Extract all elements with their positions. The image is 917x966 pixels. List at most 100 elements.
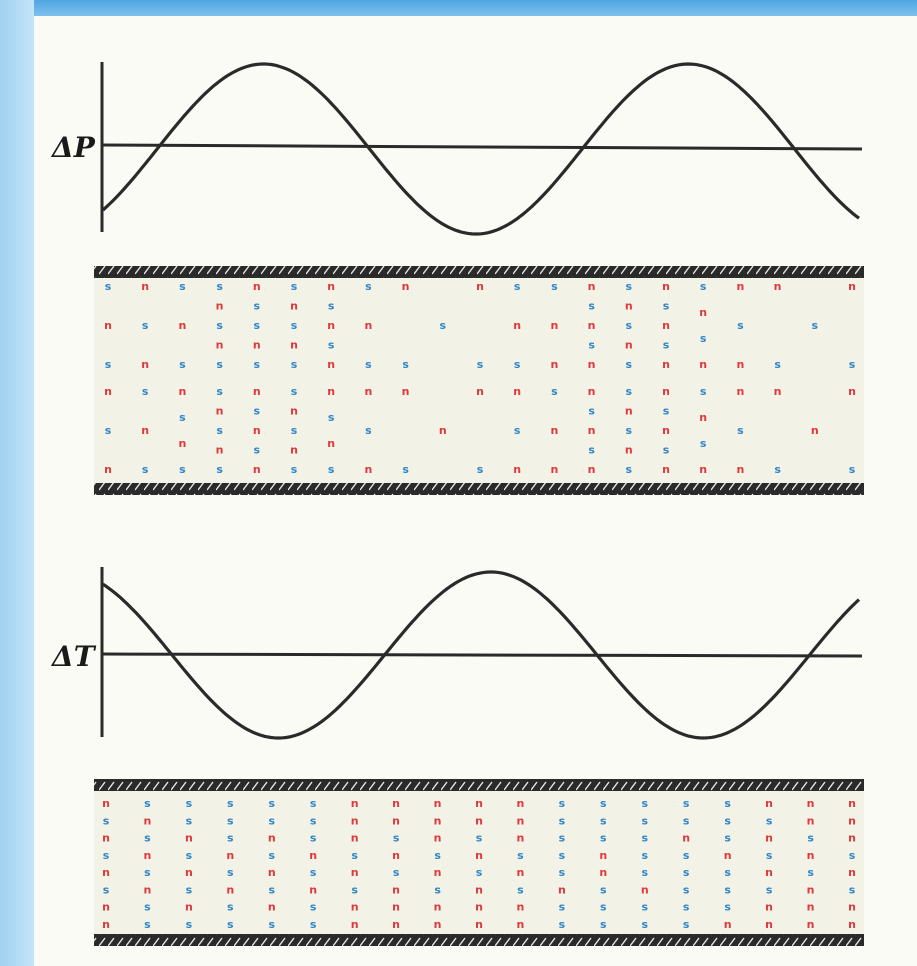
temperature-molecule-n: n [765, 797, 773, 810]
temperature-molecule-s: s [683, 866, 690, 879]
temperature-molecule-s: s [144, 901, 151, 914]
pressure-molecule-n: n [513, 385, 521, 398]
temperature-molecule-n: n [351, 901, 359, 914]
pressure-molecule-s: s [216, 358, 223, 371]
pressure-molecule-s: s [774, 463, 781, 476]
temperature-molecule-s: s [559, 918, 566, 931]
pressure-molecule-n: n [588, 319, 596, 332]
pressure-molecule-n: n [290, 444, 298, 457]
temperature-molecule-s: s [351, 883, 358, 896]
temperature-molecule-s: s [600, 832, 607, 845]
pressure-molecule-n: n [736, 280, 744, 293]
temperature-molecule-s: s [310, 832, 317, 845]
temperature-molecule-n: n [475, 883, 483, 896]
temperature-molecule-s: s [476, 866, 483, 879]
pressure-tube-interior [94, 277, 864, 483]
temperature-molecule-s: s [559, 814, 566, 827]
pressure-molecule-s: s [254, 300, 261, 313]
pressure-molecule-s: s [588, 405, 595, 418]
temperature-molecule-n: n [351, 918, 359, 931]
temperature-molecule-n: n [392, 849, 400, 862]
temperature-molecule-n: n [392, 797, 400, 810]
temperature-molecule-n: n [807, 797, 815, 810]
pressure-molecule-n: n [662, 319, 670, 332]
temperature-molecule-n: n [268, 901, 276, 914]
temperature-molecule-n: n [848, 918, 856, 931]
temperature-molecule-s: s [683, 918, 690, 931]
pressure-molecule-n: n [662, 424, 670, 437]
temperature-molecule-n: n [102, 832, 110, 845]
pressure-molecule-s: s [440, 319, 447, 332]
temperature-molecule-n: n [765, 901, 773, 914]
pressure-molecule-s: s [254, 358, 261, 371]
temperature-molecule-s: s [559, 901, 566, 914]
pressure-molecule-s: s [588, 300, 595, 313]
temperature-molecule-n: n [599, 849, 607, 862]
temperature-molecule-s: s [434, 883, 441, 896]
temperature-molecule-s: s [227, 797, 234, 810]
pressure-molecule-n: n [699, 306, 707, 319]
temperature-molecule-n: n [516, 866, 524, 879]
pressure-molecule-s: s [291, 280, 298, 293]
pressure-molecule-n: n [736, 358, 744, 371]
pressure-molecule-n: n [699, 463, 707, 476]
pressure-molecule-s: s [626, 319, 633, 332]
temperature-tube-top-wall [94, 779, 864, 791]
pressure-molecule-s: s [254, 319, 261, 332]
pressure-molecule-s: s [588, 339, 595, 352]
pressure-molecule-s: s [105, 358, 112, 371]
pressure-molecule-s: s [700, 385, 707, 398]
pressure-molecule-s: s [365, 424, 372, 437]
temperature-graph: ΔT [50, 567, 863, 740]
pressure-molecule-n: n [550, 358, 558, 371]
temperature-molecule-n: n [558, 883, 566, 896]
pressure-molecule-n: n [178, 385, 186, 398]
pressure-molecule-n: n [327, 437, 335, 450]
temperature-molecule-s: s [766, 849, 773, 862]
pressure-molecule-n: n [402, 385, 410, 398]
temperature-molecule-n: n [351, 797, 359, 810]
pressure-molecule-s: s [179, 411, 186, 424]
pressure-molecule-n: n [364, 385, 372, 398]
temperature-molecule-n: n [475, 797, 483, 810]
temperature-molecule-n: n [434, 866, 442, 879]
temperature-molecule-n: n [351, 866, 359, 879]
pressure-molecule-s: s [179, 280, 186, 293]
temperature-molecule-n: n [434, 797, 442, 810]
pressure-molecule-n: n [699, 358, 707, 371]
pressure-molecule-n: n [588, 280, 596, 293]
pressure-molecule-n: n [588, 424, 596, 437]
pressure-molecule-n: n [290, 339, 298, 352]
pressure-tube-molecules: snsnsnnsnsnssnsnsnssnsnssnsnsnssnsnsnsns… [104, 280, 856, 476]
temperature-molecule-n: n [351, 832, 359, 845]
temperature-molecule-s: s [600, 797, 607, 810]
pressure-molecule-s: s [291, 424, 298, 437]
temperature-molecule-s: s [310, 797, 317, 810]
temperature-molecule-n: n [309, 849, 317, 862]
temperature-molecule-s: s [186, 849, 193, 862]
pressure-molecule-n: n [662, 280, 670, 293]
temperature-molecule-s: s [227, 901, 234, 914]
pressure-molecule-n: n [253, 385, 261, 398]
temperature-molecule-n: n [848, 901, 856, 914]
temperature-molecule-s: s [642, 901, 649, 914]
pressure-molecule-s: s [514, 424, 521, 437]
temperature-tube-molecules: n s s s s s n n n n n s s s s s n n ns n s s s s n n n n n s s s s s s n nn s… [102, 797, 856, 931]
pressure-tube-top-wall [94, 266, 864, 278]
pressure-molecule-s: s [291, 463, 298, 476]
temperature-molecule-s: s [227, 832, 234, 845]
temperature-molecule-s: s [724, 883, 731, 896]
pressure-molecule-s: s [254, 405, 261, 418]
pressure-baseline [101, 143, 863, 151]
pressure-molecule-s: s [737, 319, 744, 332]
pressure-molecule-s: s [626, 280, 633, 293]
pressure-wave-curve [101, 62, 860, 236]
window-left-border [0, 0, 34, 966]
pressure-molecule-n: n [253, 424, 261, 437]
temperature-molecule-s: s [683, 883, 690, 896]
pressure-molecule-s: s [216, 463, 223, 476]
pressure-molecule-s: s [626, 358, 633, 371]
temperature-molecule-n: n [765, 866, 773, 879]
temperature-molecule-n: n [434, 814, 442, 827]
